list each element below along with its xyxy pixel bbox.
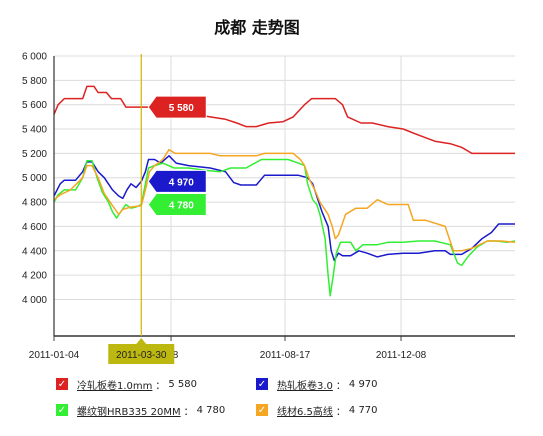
x-tick-label: 2011-12-08 [376, 350, 427, 361]
x-tick-label: 2011-01-04 [29, 350, 80, 361]
y-tick-label: 6 000 [22, 52, 47, 63]
y-tick-label: 4 000 [22, 295, 47, 306]
crosshair[interactable]: 5 580 4 970 4 780 2011-03-30 [108, 54, 207, 364]
legend-item-0[interactable]: ✓ 冷轧板卷1.0mm： 5 580 [56, 376, 197, 392]
legend-value: 4 770 [348, 404, 378, 416]
legend-checkbox-icon[interactable]: ✓ [256, 404, 268, 416]
legend-separator: ： [335, 380, 346, 392]
y-tick-label: 4 200 [22, 271, 47, 282]
y-tick-label: 5 000 [22, 173, 47, 184]
y-tick-label: 5 400 [22, 125, 47, 136]
legend-series-name[interactable]: 冷轧板卷1.0mm [77, 380, 153, 392]
price-trend-chart: 成都 走势图 4 000 4 200 4 400 4 600 4 800 5 000 5 2… [22, 18, 516, 364]
crosshair-value-flag [147, 169, 207, 193]
crosshair-value-label: 4 780 [169, 201, 194, 212]
x-tick-label: 2011-08-17 [260, 350, 311, 361]
chart-title: 成都 走势图 [214, 18, 300, 37]
legend-separator: ： [335, 406, 346, 418]
y-tick-label: 5 600 [22, 100, 47, 111]
axes [53, 56, 515, 337]
crosshair-date-label: 2011-03-30 [116, 350, 167, 361]
y-tick-label: 4 400 [22, 246, 47, 257]
crosshair-value-label: 4 970 [169, 177, 194, 188]
legend-item-1[interactable]: ✓ 热轧板卷3.0： 4 970 [256, 376, 378, 392]
legend-series-name[interactable]: 线材6.5高线 [277, 406, 333, 418]
series-line-1 [53, 155, 515, 262]
y-tick-label: 4 800 [22, 198, 47, 209]
legend: ✓ 冷轧板卷1.0mm： 5 580 ✓ 热轧板卷3.0： 4 970 ✓ 螺纹钢HRB335… [0, 372, 543, 436]
legend-value: 5 580 [168, 378, 198, 390]
y-axis-ticks: 4 000 4 200 4 400 4 600 4 800 5 000 5 200 5 400… [22, 52, 47, 306]
legend-item-3[interactable]: ✓ 线材6.5高线： 4 770 [256, 402, 378, 418]
legend-separator: ： [155, 380, 166, 392]
crosshair-value-label: 5 580 [169, 103, 194, 114]
legend-value: 4 970 [348, 378, 378, 390]
series-line-0 [53, 85, 515, 155]
crosshair-value-flag [147, 95, 207, 119]
series-lines [53, 85, 516, 297]
crosshair-value-flag [147, 193, 207, 217]
series-line-3 [53, 148, 516, 252]
legend-checkbox-icon[interactable]: ✓ [256, 378, 268, 390]
y-tick-label: 4 600 [22, 222, 47, 233]
legend-series-name[interactable]: 螺纹钢HRB335 20MM [77, 406, 181, 418]
legend-series-name[interactable]: 热轧板卷3.0 [277, 380, 333, 392]
legend-separator: ： [183, 406, 194, 418]
legend-checkbox-icon[interactable]: ✓ [56, 378, 68, 390]
legend-checkbox-icon[interactable]: ✓ [56, 404, 68, 416]
legend-value: 4 780 [196, 404, 226, 416]
y-tick-label: 5 800 [22, 76, 47, 87]
series-line-2 [53, 158, 516, 297]
y-tick-label: 5 200 [22, 149, 47, 160]
crosshair-date-badge [108, 338, 175, 364]
legend-item-2[interactable]: ✓ 螺纹钢HRB335 20MM： 4 780 [56, 402, 225, 418]
